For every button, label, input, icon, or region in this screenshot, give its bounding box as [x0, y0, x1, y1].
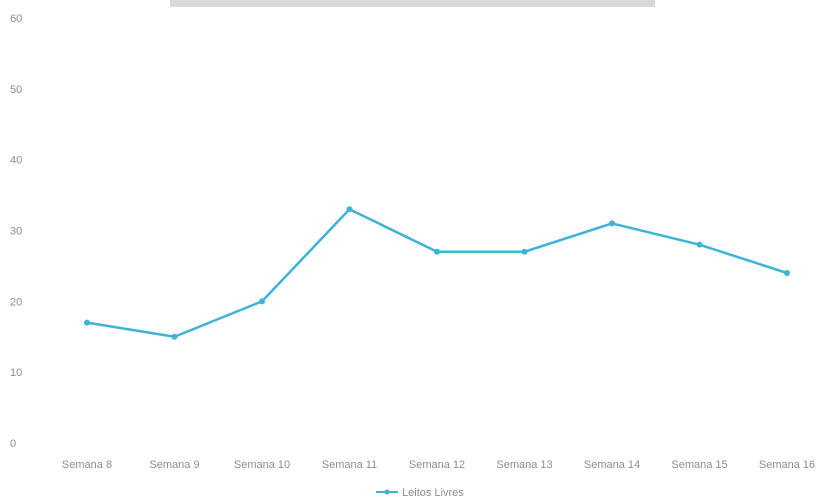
y-tick-label: 0 — [10, 438, 16, 450]
y-tick-label: 60 — [10, 13, 22, 25]
data-point — [784, 270, 790, 276]
y-tick-label: 30 — [10, 226, 22, 238]
series-line-0 — [85, 208, 789, 338]
y-tick-label: 20 — [10, 296, 22, 308]
data-point — [171, 333, 178, 340]
x-tick-label: Semana 10 — [234, 459, 290, 471]
x-tick-label: Semana 15 — [671, 459, 727, 471]
chart-title-blurred — [170, 0, 655, 7]
data-point — [696, 241, 703, 248]
x-tick-label: Semana 9 — [149, 459, 199, 471]
legend-marker-swatch — [384, 489, 390, 495]
data-point — [609, 220, 615, 227]
data-point — [434, 248, 440, 255]
legend-label: Leitos Livres — [402, 487, 464, 499]
y-tick-label: 10 — [10, 367, 22, 379]
x-tick-label: Semana 8 — [62, 459, 112, 471]
series-layer — [84, 206, 790, 340]
legend: Leitos Livres — [376, 487, 464, 499]
x-tick-label: Semana 11 — [322, 459, 377, 471]
data-point — [521, 248, 528, 255]
x-axis-ticks: Semana 8 Semana 9 Semana 10 Semana 11 Semana… — [62, 459, 815, 471]
x-tick-label: Semana 16 — [759, 459, 815, 471]
x-tick-label: Semana 14 — [584, 459, 640, 471]
data-point — [84, 319, 90, 326]
y-axis-ticks: 0 10 20 30 40 50 60 — [10, 13, 22, 450]
data-point — [346, 206, 353, 213]
y-tick-label: 40 — [10, 155, 22, 167]
data-point — [259, 298, 265, 305]
x-tick-label: Semana 12 — [409, 459, 465, 471]
x-tick-label: Semana 13 — [496, 459, 552, 471]
y-tick-label: 50 — [10, 84, 22, 96]
